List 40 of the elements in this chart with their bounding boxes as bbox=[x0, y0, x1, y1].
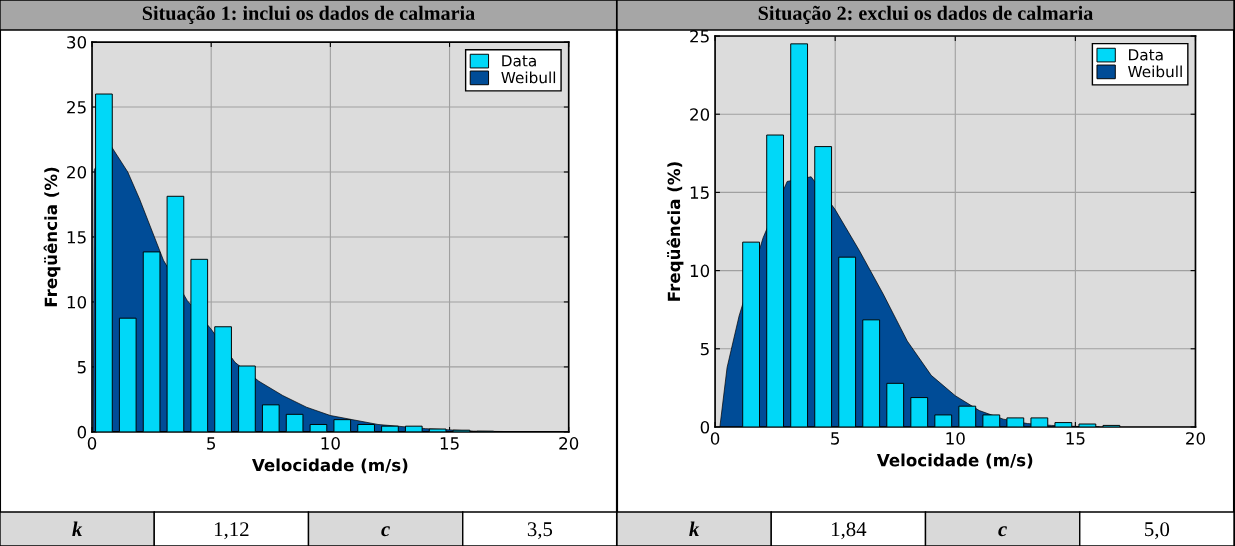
chart-title: Situação 2: exclui os dados de calmaria bbox=[758, 5, 1094, 24]
y-tick-label: 20 bbox=[67, 165, 87, 179]
y-axis-title: Freqüência (%) bbox=[43, 167, 61, 307]
x-tick-label: 15 bbox=[440, 437, 459, 450]
x-tick-label: 10 bbox=[321, 437, 340, 450]
y-axis-title: Freqüência (%) bbox=[666, 162, 684, 301]
chart-title: Situação 1: inclui os dados de calmaria bbox=[142, 5, 475, 24]
x-tick-label: 5 bbox=[207, 437, 216, 450]
y-tick-label: 0 bbox=[700, 420, 710, 434]
text: 1,84 bbox=[831, 522, 867, 540]
text: c bbox=[381, 526, 390, 537]
x-tick-label: 0 bbox=[710, 432, 720, 445]
x-tick-label: 15 bbox=[1066, 432, 1085, 445]
y-tick-label: 10 bbox=[690, 264, 710, 278]
x-tick-label: 20 bbox=[559, 437, 579, 450]
y-tick-label: 15 bbox=[67, 231, 86, 244]
x-tick-label: 20 bbox=[1186, 432, 1205, 445]
y-tick-label: 20 bbox=[690, 108, 710, 121]
x-tick-label: 0 bbox=[87, 437, 97, 450]
text: c bbox=[998, 526, 1007, 537]
y-tick-label: 5 bbox=[77, 361, 86, 374]
text: 5,0 bbox=[1145, 522, 1170, 540]
text: k bbox=[689, 521, 700, 537]
y-tick-label: 5 bbox=[700, 342, 709, 356]
text: 1,12 bbox=[214, 522, 249, 540]
y-tick-label: 10 bbox=[67, 295, 87, 309]
x-tick-label: 5 bbox=[831, 432, 840, 445]
y-tick-label: 25 bbox=[690, 30, 709, 43]
text: 3,5 bbox=[527, 522, 553, 540]
x-axis-title: Velocidade (m/s) bbox=[876, 453, 1033, 469]
y-tick-label: 15 bbox=[690, 186, 709, 199]
legend-label: Data bbox=[1129, 49, 1163, 61]
legend-label: Weibull bbox=[501, 71, 556, 84]
y-tick-label: 30 bbox=[67, 36, 87, 49]
x-tick-label: 10 bbox=[946, 432, 965, 445]
text: k bbox=[72, 521, 83, 537]
x-axis-title: Velocidade (m/s) bbox=[252, 458, 408, 474]
legend-label: Weibull bbox=[1128, 65, 1182, 78]
legend-label: Data bbox=[502, 55, 536, 67]
y-tick-label: 25 bbox=[67, 100, 86, 114]
